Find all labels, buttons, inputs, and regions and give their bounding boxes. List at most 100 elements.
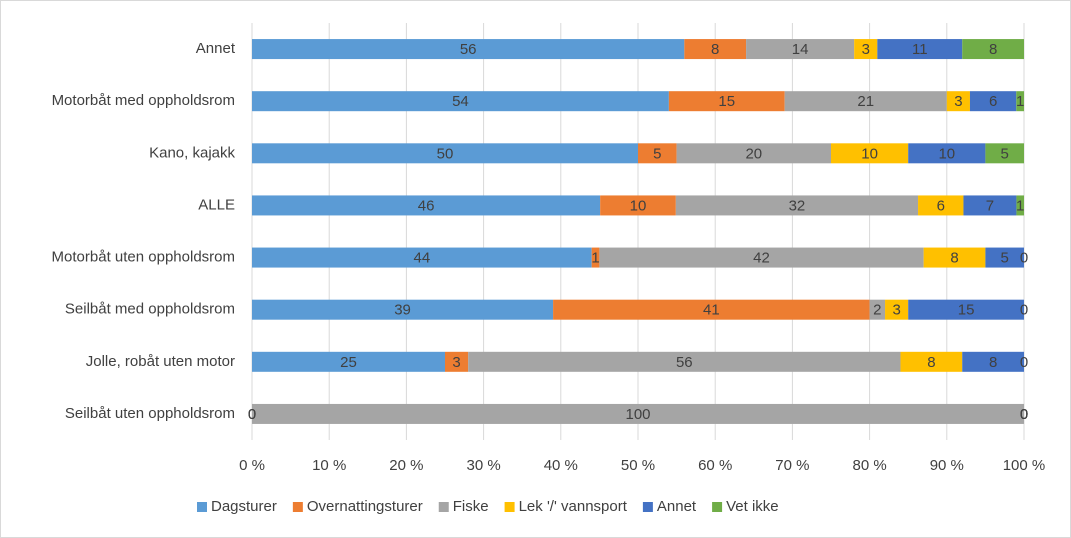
bar-segment: [591, 247, 600, 268]
legend-swatch: [504, 502, 515, 512]
data-label: 25: [340, 354, 357, 371]
x-tick-label: 80 %: [852, 457, 886, 474]
bar-segment: [668, 91, 785, 112]
y-tick-label: Motorbåt uten oppholdsrom: [52, 249, 235, 266]
legend-swatch: [438, 502, 449, 512]
bar-segment: [252, 195, 601, 216]
x-tick-label: 90 %: [930, 457, 964, 474]
data-label: 10: [630, 197, 647, 214]
data-label: 6: [937, 197, 945, 214]
bar-segment: [784, 91, 947, 112]
bar-segment: [963, 195, 1017, 216]
bar-segment: [908, 143, 986, 164]
data-label: 8: [950, 250, 958, 267]
bar-segment: [252, 351, 445, 372]
bar-segment: [675, 195, 919, 216]
bar-segment: [746, 39, 855, 60]
x-tick-label: 20 %: [389, 457, 423, 474]
bar-segment: [908, 299, 1024, 320]
data-label: 15: [718, 93, 735, 110]
data-label: 11: [912, 41, 928, 58]
y-tick-label: Jolle, robåt uten motor: [86, 353, 235, 370]
data-label: 56: [460, 41, 477, 58]
x-tick-label: 30 %: [466, 457, 500, 474]
data-label: 0: [248, 406, 256, 423]
data-label: 7: [986, 197, 994, 214]
y-tick-label: ALLE: [198, 196, 235, 213]
bar-segment: [684, 39, 747, 60]
data-label: 0: [1020, 250, 1028, 267]
bar-segment: [252, 299, 554, 320]
bar-segment: [854, 39, 878, 60]
x-tick-label: 50 %: [621, 457, 655, 474]
bar-segment: [638, 143, 677, 164]
data-label: 44: [413, 250, 430, 267]
data-label: 39: [394, 302, 411, 319]
bar-segment: [869, 299, 886, 320]
x-tick-label: 60 %: [698, 457, 732, 474]
bar-segment: [946, 91, 970, 112]
x-tick-label: 70 %: [775, 457, 809, 474]
y-tick-label: Seilbåt uten oppholdsrom: [65, 405, 235, 422]
bar-segment: [252, 403, 1024, 424]
data-label: 21: [857, 93, 874, 110]
bars: [252, 39, 1024, 424]
data-label: 32: [789, 197, 806, 214]
bar-segment: [985, 143, 1024, 164]
bar-segment: [923, 247, 986, 268]
y-tick-label: Annet: [196, 40, 236, 57]
legend: Dagsturer Overnattingsturer Fiske Lek '/' v…: [197, 498, 779, 515]
x-tick-label: 0 %: [239, 457, 265, 474]
data-label: 10: [938, 145, 955, 162]
y-tick-label: Motorbåt med oppholdsrom: [52, 92, 235, 109]
bar-segment: [962, 351, 1024, 372]
data-label: 3: [862, 41, 870, 58]
data-label: 8: [989, 354, 997, 371]
data-label: 10: [861, 145, 878, 162]
data-label: 42: [753, 250, 770, 267]
data-label: 0: [1020, 406, 1028, 423]
bar-segment: [600, 195, 676, 216]
data-label: 8: [989, 41, 997, 58]
bar-segment: [1016, 91, 1024, 112]
data-label: 2: [873, 302, 881, 319]
bar-segment: [252, 91, 669, 112]
legend-label: Annet: [657, 498, 697, 515]
data-label: 1: [591, 250, 599, 267]
data-label: 50: [437, 145, 454, 162]
bar-segment: [885, 299, 909, 320]
bar-segment: [252, 247, 592, 268]
data-label: 5: [653, 145, 661, 162]
legend-label: Lek '/' vannsport: [519, 498, 628, 515]
data-label: 3: [954, 93, 962, 110]
data-label: 15: [958, 302, 975, 319]
bar-segment: [831, 143, 909, 164]
data-label: 1: [1016, 197, 1024, 214]
data-label: 0: [1020, 354, 1028, 371]
data-label: 14: [792, 41, 809, 58]
data-label: 5: [1001, 250, 1009, 267]
legend-swatch: [292, 502, 303, 512]
data-label: 100: [625, 406, 650, 423]
x-tick-label: 10 %: [312, 457, 346, 474]
bar-segment: [918, 195, 964, 216]
bar-segment: [445, 351, 469, 372]
data-label: 0: [1020, 406, 1028, 423]
data-label: 0: [248, 406, 256, 423]
data-label: 6: [989, 93, 997, 110]
labels: 0 % 10 % 20 % 30 % 40 % 50 % 60 % 70 % 80 % 90 % 1…: [52, 40, 1046, 474]
data-label: 1: [1016, 93, 1024, 110]
data-label: 54: [452, 93, 469, 110]
bar-segment: [599, 247, 924, 268]
bar-segment: [969, 91, 1017, 112]
bar-segment: [468, 351, 901, 372]
data-label: 46: [418, 197, 435, 214]
bar-segment: [252, 143, 638, 164]
bar-segment: [900, 351, 963, 372]
bar-segment: [877, 39, 963, 60]
data-label: 3: [452, 354, 460, 371]
bar-segment: [553, 299, 870, 320]
y-tick-label: Kano, kajakk: [149, 144, 235, 161]
bar-segment: [985, 247, 1024, 268]
